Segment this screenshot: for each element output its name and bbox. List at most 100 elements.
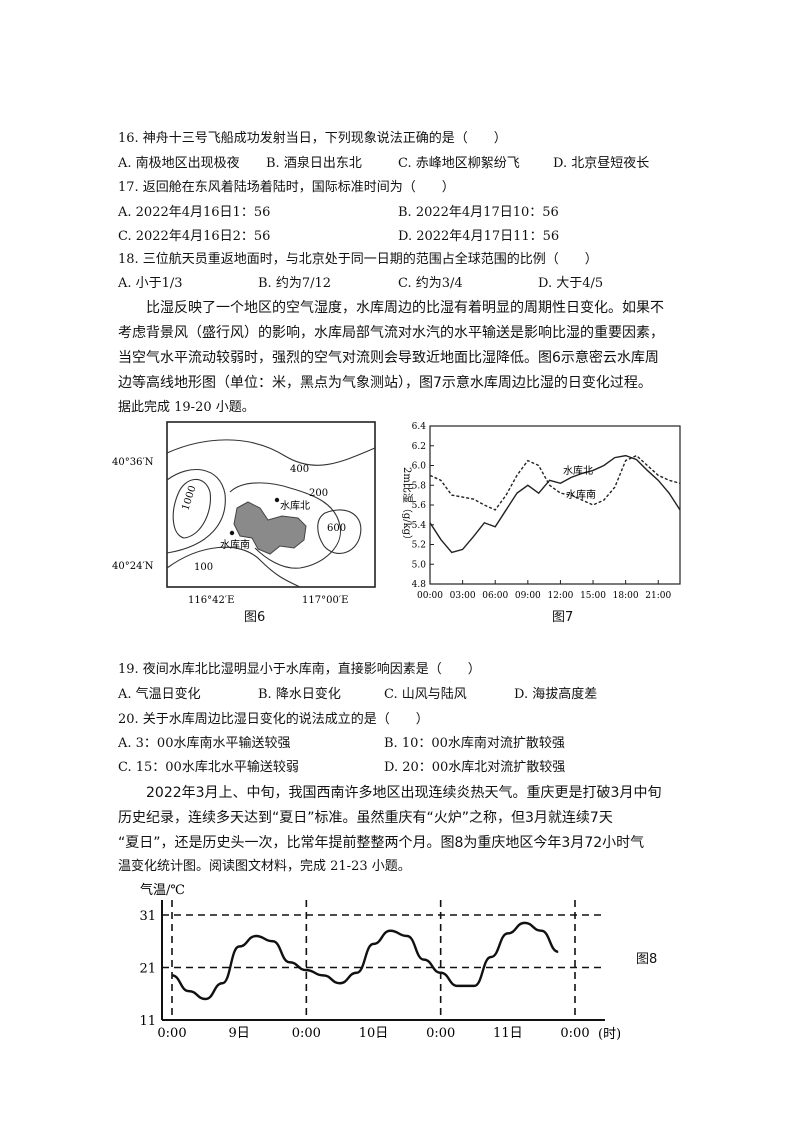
fig6-reservoir [233, 501, 307, 555]
q20-option-d: D. 20：00水库北对流扩散较强 [384, 760, 566, 775]
fig7-caption: 图7 [552, 610, 574, 625]
fig7-y-tick-label: 6.4 [412, 422, 427, 432]
passage1-tail: 据此完成 19-20 小题。 [118, 400, 255, 415]
fig7-x-ticks: 00:00 03:00 06:00 09:00 12:00 15:00 18:00 21:00 [417, 580, 672, 601]
q17-option-c: C. 2022年4月16日2：56 [118, 229, 271, 244]
fig6-contour-outer-west [166, 468, 226, 554]
q17-option-a: A. 2022年4月16日1：56 [118, 205, 271, 220]
fig7-y-tick-label: 5.0 [412, 560, 427, 570]
fig7-y-tick-label: 6.2 [412, 442, 426, 452]
fig6-contour-label-200: 200 [309, 488, 328, 499]
q20-option-b: B. 10：00水库南对流扩散较强 [384, 736, 565, 751]
fig7-x-tick-label: 15:00 [580, 591, 606, 601]
q16-option-b: B. 酒泉日出东北 [266, 156, 362, 171]
fig8-x-ticks: 0:00 9日 0:00 10日 0:00 11日 0:00 [157, 1026, 589, 1041]
q17-option-d: D. 2022年4月17日11：56 [398, 229, 560, 244]
fig8-ylabel: 气温/℃ [140, 882, 185, 898]
passage1-line-3: 当空气水平流动较弱时，强烈的空气对流则会导致近地面比湿降低。图6示意密云水库周 [118, 350, 659, 366]
fig6-lon-left: 116°42′E [188, 595, 234, 606]
q18-option-c: C. 约为3/4 [398, 276, 463, 291]
q18-option-d: D. 大于4/5 [538, 276, 604, 291]
q20-option-c: C. 15：00水库北水平输送较弱 [118, 760, 299, 775]
fig6-caption: 图6 [244, 610, 266, 625]
fig7-series [429, 454, 681, 554]
q16-stem: 16. 神舟十三号飞船成功发射当日，下列现象说法正确的是（ ） [118, 131, 507, 146]
fig7-y-ticks: 4.8 5.0 5.2 5.4 5.6 5.8 6.0 6.2 6.4 [412, 422, 434, 590]
fig7-legend-north: 水库北 [563, 464, 593, 477]
fig8-x-tick-label: 0:00 [292, 1026, 321, 1041]
passage1-line-1: 比湿反映了一个地区的空气湿度，水库周边的比湿有着明显的周期性日变化。如果不 [118, 300, 664, 316]
q17-stem: 17. 返回舱在东风着陆场着陆时，国际标准时间为（ ） [118, 180, 455, 195]
q20-stem: 20. 关于水库周边比湿日变化的说法成立的是（ ） [118, 712, 429, 727]
fig6-contour-1000 [172, 478, 212, 539]
fig7-y-tick-label: 6.0 [412, 462, 427, 472]
q16-option-d: D. 北京昼短夜长 [553, 156, 650, 171]
fig6-contour-label-1000: 1000 [180, 484, 198, 512]
fig7-series-north [429, 454, 681, 554]
fig8-grid [162, 900, 605, 1020]
fig6-contour-400 [166, 439, 376, 466]
passage2-line-1: 2022年3月上、中旬，我国西南许多地区出现连续炎热天气。重庆更是打破3月中旬 [118, 785, 662, 801]
q18-stem: 18. 三位航天员重返地面时，与北京处于同一日期的范围占全球范围的比例（ ） [118, 252, 598, 267]
fig8-x-tick-label: 0:00 [157, 1026, 186, 1041]
q16-option-a: A. 南极地区出现极夜 [118, 156, 240, 171]
passage2-line-2: 历史纪录，连续多天达到“夏日”标准。虽然重庆有“火炉”之称，但3月就连续7天 [118, 810, 613, 826]
fig6-station-north [274, 497, 280, 503]
q18-option-b: B. 约为7/12 [258, 276, 332, 291]
fig7-x-tick-label: 12:00 [547, 591, 573, 601]
fig8-x-tick-label: 11日 [493, 1026, 523, 1041]
fig6-contour-map: 40°36′N 40°24′N 116°42′E 117°00′E 400 20… [112, 421, 376, 606]
passage1-line-2: 考虑背景风（盛行风）的影响，水库局部气流对水汽的水平输送是影响比湿的重要因素， [118, 325, 664, 341]
fig6-contour-600 [317, 509, 362, 555]
passage2-line-3: “夏日”，还是历史头一次，比常年提前整整两个月。图8为重庆地区今年3月72小时气 [118, 835, 645, 851]
fig7-y-tick-label: 5.2 [412, 541, 426, 551]
fig7-x-tick-label: 00:00 [417, 591, 443, 601]
fig8-y-ticks: 11 21 31 [139, 909, 156, 1029]
passage1-line-4: 边等高线地形图（单位：米，黑点为气象测站），图7示意水库周边比湿的日变化过程。 [118, 375, 652, 391]
fig8-y-tick-label: 21 [139, 962, 156, 977]
fig8-temperature-curve [171, 921, 559, 1001]
fig8-caption: 图8 [636, 952, 658, 967]
fig6-lat-top: 40°36′N [112, 457, 154, 468]
passage2-tail: 温变化统计图。阅读图文材料，完成 21-23 小题。 [118, 859, 411, 874]
fig7-y-tick-label: 5.6 [412, 501, 427, 511]
fig7-series-south [429, 454, 681, 511]
fig6-contour-100 [166, 546, 301, 588]
fig6-station-south [229, 530, 235, 536]
fig8-x-tick-label: 0:00 [426, 1026, 455, 1041]
fig8-x-tick-label: 9日 [229, 1026, 250, 1041]
q19-stem: 19. 夜间水库北比湿明显小于水库南，直接影响因素是（ ） [118, 662, 481, 677]
fig8-x-tick-label: 0:00 [560, 1026, 589, 1041]
fig8-x-tick-label: 10日 [359, 1026, 389, 1041]
fig6-lon-right: 117°00′E [302, 595, 348, 606]
fig7-plot-frame [429, 425, 681, 585]
fig6-frame [166, 421, 376, 588]
fig7-ylabel: 2m比湿（g/kg） [401, 467, 413, 545]
fig8-chart: 气温/℃ 11 21 31 0:00 9日 0:00 10日 0:00 11日 0:00 (时) [139, 882, 620, 1042]
fig8-y-tick-label: 31 [139, 909, 156, 924]
q19-option-a: A. 气温日变化 [118, 687, 201, 702]
fig6-contour-label-100: 100 [194, 562, 213, 573]
q16-option-c: C. 赤峰地区柳絮纷飞 [398, 156, 520, 171]
q17-option-b: B. 2022年4月17日10：56 [398, 205, 559, 220]
fig7-y-tick-label: 4.8 [412, 580, 427, 590]
fig7-x-tick-label: 09:00 [515, 591, 541, 601]
fig7-y-tick-label: 5.4 [412, 521, 427, 531]
fig7-chart: 2m比湿（g/kg） 4.8 5.0 5.2 5.4 5.6 5.8 6.0 6.2 6.4 0… [401, 422, 681, 601]
fig6-contour-200 [229, 482, 342, 569]
fig7-x-tick-label: 03:00 [450, 591, 476, 601]
fig6-contour-label-600: 600 [327, 523, 346, 534]
fig6-lat-bottom: 40°24′N [112, 561, 154, 572]
q19-option-b: B. 降水日变化 [258, 687, 341, 702]
fig6-station-label-north: 水库北 [280, 499, 310, 512]
q19-option-d: D. 海拔高度差 [514, 687, 598, 702]
fig7-x-tick-label: 21:00 [645, 591, 671, 601]
q20-option-a: A. 3：00水库南水平输送较强 [118, 736, 291, 751]
fig7-y-tick-label: 5.8 [412, 481, 427, 491]
fig8-series [171, 921, 559, 1001]
fig8-x-unit: (时) [598, 1027, 620, 1042]
fig7-x-tick-label: 06:00 [482, 591, 508, 601]
q19-option-c: C. 山风与陆风 [384, 687, 467, 702]
fig7-x-tick-label: 18:00 [613, 591, 639, 601]
fig6-contour-label-400: 400 [290, 464, 309, 475]
